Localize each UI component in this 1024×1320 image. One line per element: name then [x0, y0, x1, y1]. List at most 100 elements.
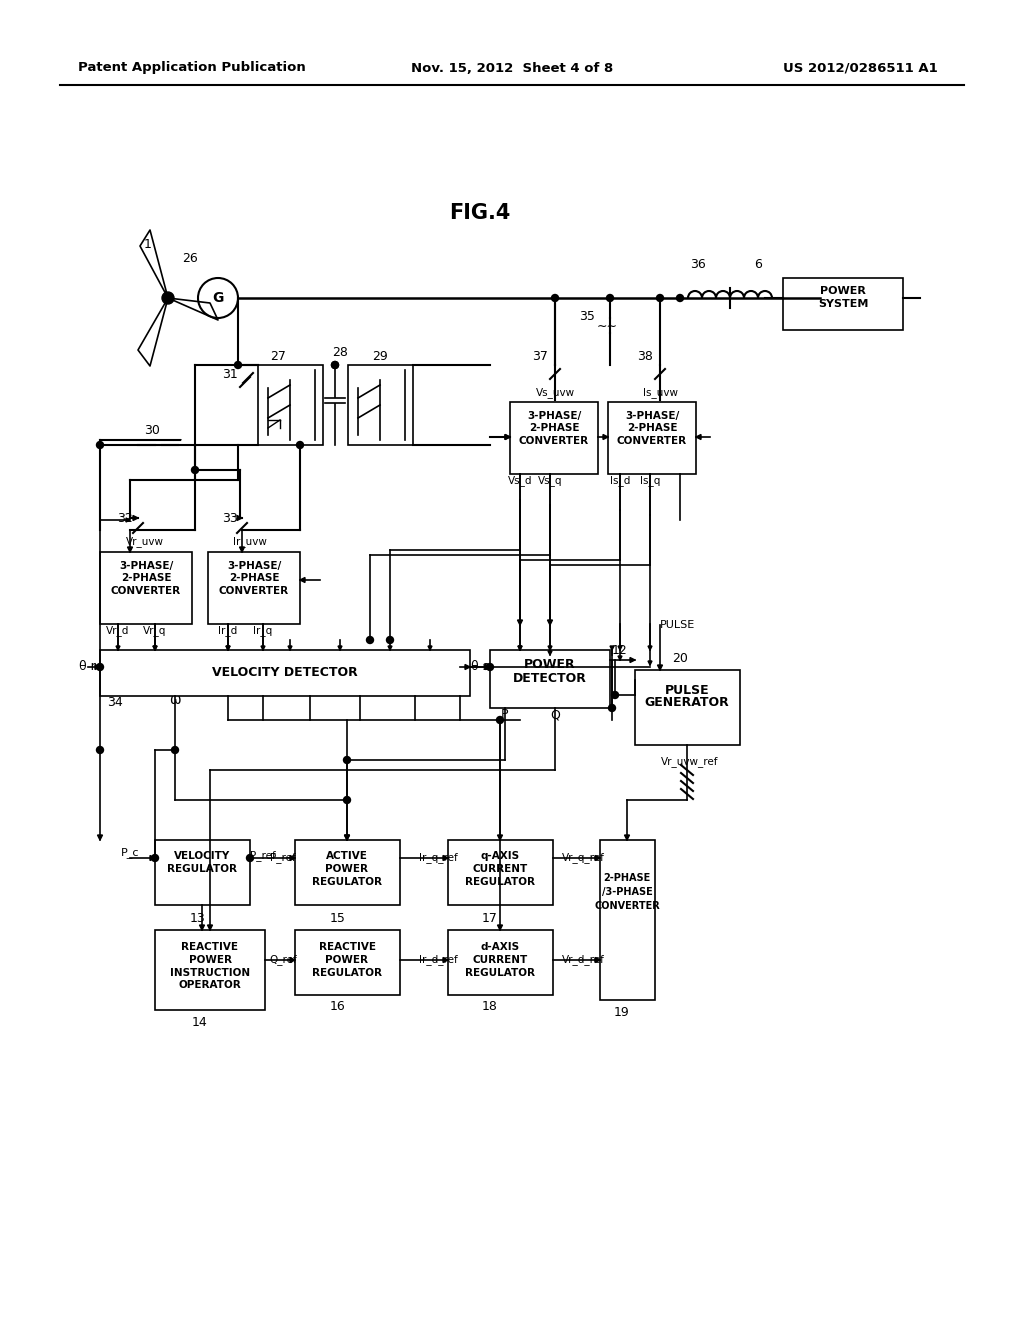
Polygon shape — [240, 546, 245, 552]
Text: 12: 12 — [612, 644, 628, 656]
Circle shape — [367, 636, 374, 644]
Text: 34: 34 — [108, 697, 123, 710]
Text: 20: 20 — [672, 652, 688, 664]
Text: q-AXIS: q-AXIS — [480, 851, 519, 861]
Circle shape — [608, 705, 615, 711]
Polygon shape — [97, 836, 102, 840]
Text: 36: 36 — [690, 259, 706, 272]
Circle shape — [497, 717, 504, 723]
Text: Is_d: Is_d — [610, 475, 630, 487]
Text: CURRENT: CURRENT — [472, 865, 527, 874]
Text: 28: 28 — [332, 346, 348, 359]
Polygon shape — [126, 517, 130, 521]
Bar — [100, 552, 193, 624]
Bar — [100, 649, 470, 696]
Text: 6: 6 — [754, 259, 762, 272]
Text: 26: 26 — [182, 252, 198, 264]
Polygon shape — [465, 664, 470, 669]
Text: POWER: POWER — [188, 954, 231, 965]
Bar — [490, 649, 610, 708]
Text: Patent Application Publication: Patent Application Publication — [78, 62, 306, 74]
Polygon shape — [618, 645, 622, 649]
Text: 3-PHASE/: 3-PHASE/ — [227, 561, 282, 572]
Bar — [510, 403, 598, 474]
Circle shape — [152, 854, 159, 862]
Circle shape — [677, 294, 683, 301]
Text: INSTRUCTION: INSTRUCTION — [170, 968, 250, 978]
Text: REGULATOR: REGULATOR — [167, 865, 237, 874]
Text: 2-PHASE: 2-PHASE — [528, 422, 580, 433]
Bar — [449, 931, 553, 995]
Text: CONVERTER: CONVERTER — [111, 586, 181, 597]
Text: 35: 35 — [579, 309, 595, 322]
Text: 31: 31 — [222, 368, 238, 381]
Polygon shape — [518, 645, 522, 649]
Polygon shape — [630, 657, 635, 663]
Text: P_ref: P_ref — [250, 850, 275, 862]
Text: 32: 32 — [117, 511, 133, 524]
Text: REGULATOR: REGULATOR — [465, 876, 535, 887]
Polygon shape — [344, 836, 349, 840]
Text: Vr_d_ref: Vr_d_ref — [561, 954, 604, 965]
Circle shape — [486, 664, 494, 671]
Text: CONVERTER: CONVERTER — [519, 436, 589, 446]
Bar — [155, 931, 265, 1010]
Text: Vs_q: Vs_q — [538, 475, 562, 487]
Text: 14: 14 — [193, 1015, 208, 1028]
Polygon shape — [443, 855, 449, 861]
Text: FIG.4: FIG.4 — [450, 203, 511, 223]
Text: 27: 27 — [270, 350, 286, 363]
Text: POWER: POWER — [524, 659, 575, 672]
Text: 30: 30 — [144, 424, 160, 437]
Polygon shape — [95, 664, 100, 669]
Text: Vr_uvw_ref: Vr_uvw_ref — [662, 756, 719, 767]
Text: Vr_q: Vr_q — [143, 626, 167, 636]
Text: ∼∼: ∼∼ — [597, 319, 618, 333]
Polygon shape — [657, 665, 663, 671]
Bar — [348, 366, 413, 445]
Text: 13: 13 — [190, 912, 206, 924]
Circle shape — [611, 692, 618, 698]
Polygon shape — [344, 836, 349, 840]
Text: CONVERTER: CONVERTER — [594, 902, 659, 911]
Text: /3-PHASE: /3-PHASE — [602, 887, 652, 898]
Text: 1: 1 — [144, 239, 152, 252]
Text: 2-PHASE: 2-PHASE — [603, 873, 650, 883]
Polygon shape — [237, 516, 242, 520]
Polygon shape — [261, 645, 265, 649]
Polygon shape — [548, 620, 553, 624]
Polygon shape — [116, 645, 120, 649]
Text: ∼∼: ∼∼ — [163, 433, 184, 446]
Polygon shape — [618, 656, 622, 660]
Text: POWER: POWER — [326, 954, 369, 965]
Text: PULSE: PULSE — [665, 684, 710, 697]
Text: REGULATOR: REGULATOR — [465, 968, 535, 978]
Polygon shape — [595, 855, 600, 861]
Bar — [295, 931, 400, 995]
Polygon shape — [133, 516, 138, 520]
Text: OPERATOR: OPERATOR — [178, 979, 242, 990]
Polygon shape — [290, 957, 295, 962]
Text: Vr_uvw: Vr_uvw — [126, 536, 164, 548]
Text: Ir_uvw: Ir_uvw — [233, 536, 267, 548]
Circle shape — [198, 279, 238, 318]
Text: 2-PHASE: 2-PHASE — [121, 573, 171, 583]
Polygon shape — [505, 434, 510, 440]
Circle shape — [162, 292, 174, 304]
Polygon shape — [226, 645, 230, 649]
Text: θ r: θ r — [79, 660, 95, 673]
Text: 18: 18 — [482, 1001, 498, 1014]
Circle shape — [191, 466, 199, 474]
Text: Vs_uvw: Vs_uvw — [536, 388, 574, 399]
Text: 3-PHASE/: 3-PHASE/ — [119, 561, 173, 572]
Text: Ir_d_ref: Ir_d_ref — [419, 954, 458, 965]
Polygon shape — [548, 651, 552, 655]
Polygon shape — [517, 620, 522, 624]
Circle shape — [297, 441, 303, 449]
Bar — [783, 279, 903, 330]
Text: US 2012/0286511 A1: US 2012/0286511 A1 — [782, 62, 937, 74]
Polygon shape — [485, 664, 490, 669]
Bar — [635, 671, 740, 744]
Polygon shape — [548, 645, 552, 649]
Circle shape — [386, 636, 393, 644]
